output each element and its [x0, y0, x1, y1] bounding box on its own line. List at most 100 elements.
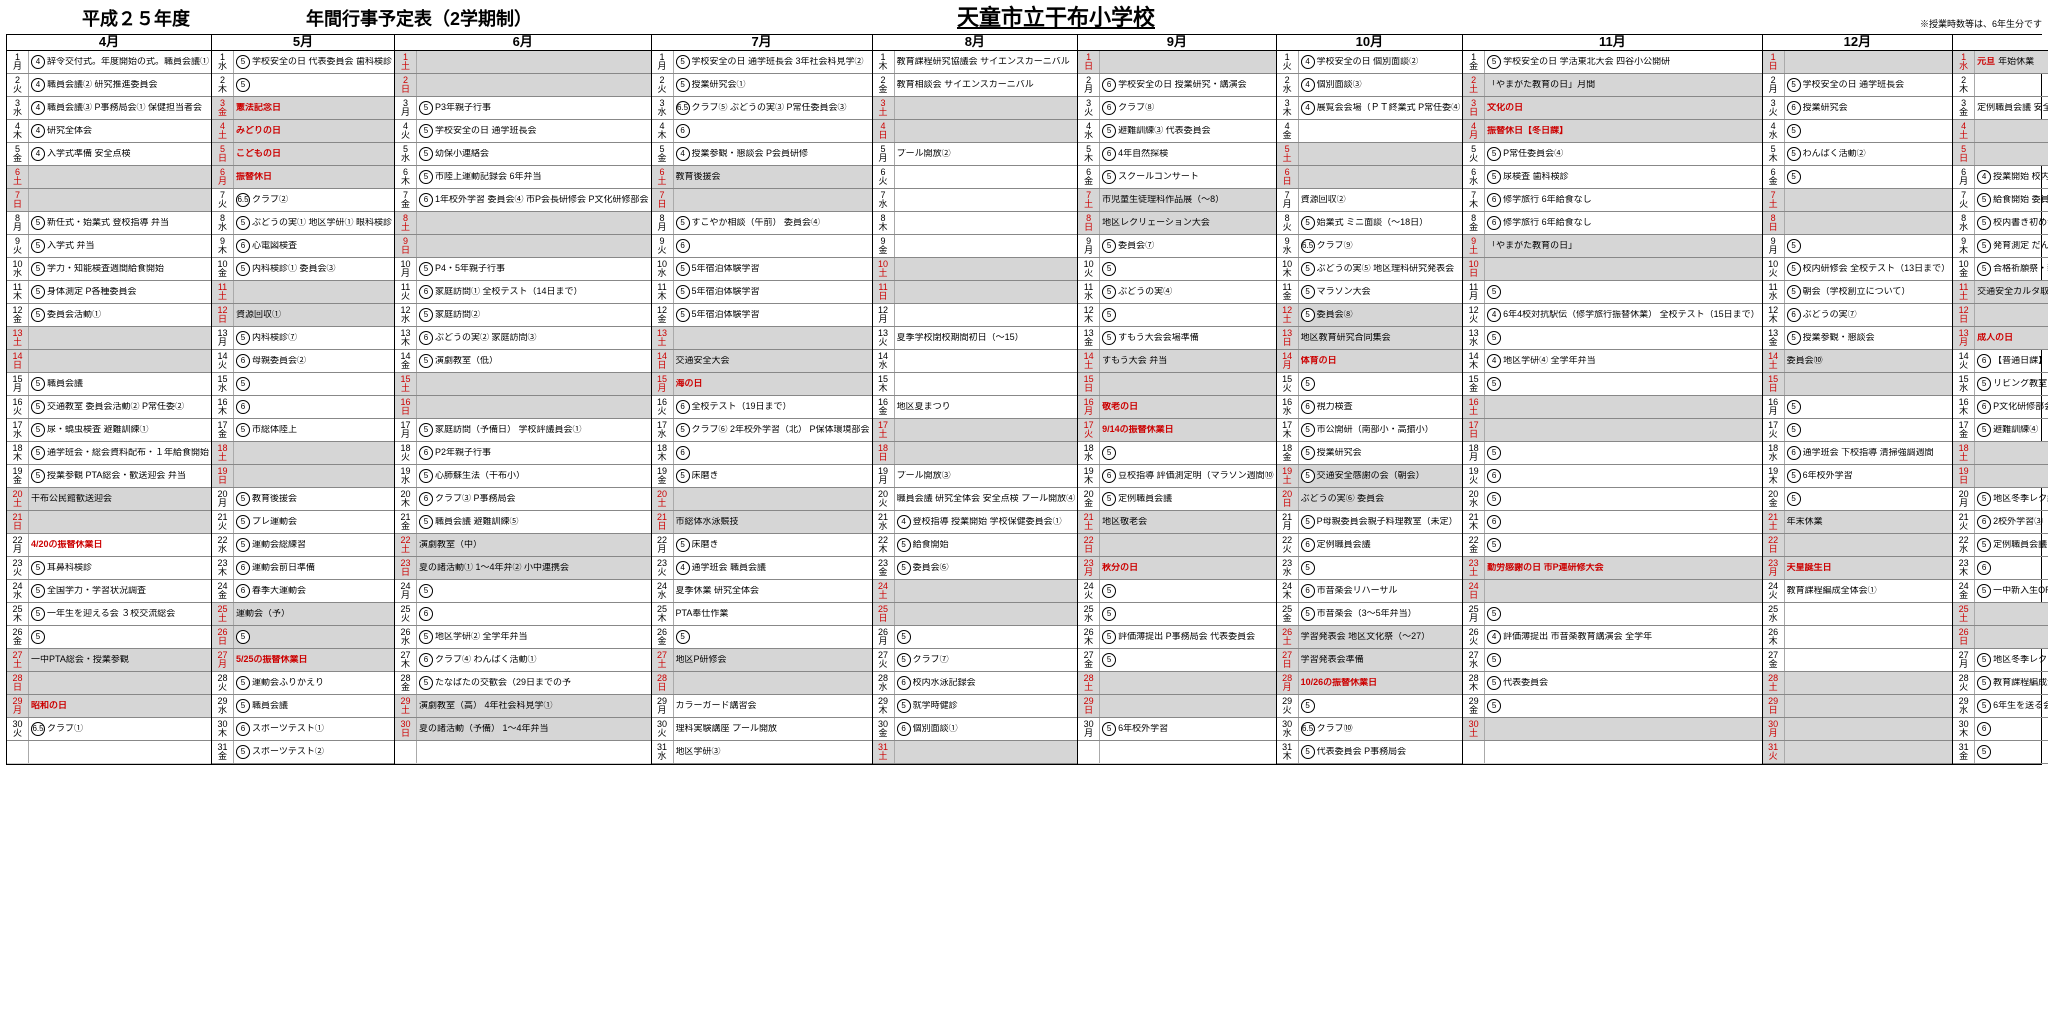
- date-cell: 29日: [1078, 695, 1100, 717]
- event-cell: [1100, 695, 1276, 717]
- event-cell: カラーガード講習会: [674, 695, 872, 717]
- date-cell: 26木: [1763, 626, 1785, 648]
- event-text: マラソン大会: [1317, 287, 1371, 297]
- date-cell: 24月: [395, 580, 417, 602]
- period-circle: 5: [31, 377, 45, 391]
- event-text: 修学旅行 6年給食なし: [1503, 195, 1592, 205]
- event-cell: 定例職員会議 安全点検: [1975, 97, 2048, 119]
- event-text: 始業式 ミニ面談（〜18日）: [1317, 218, 1429, 228]
- holiday-label: 4/20の振替休業日: [31, 540, 103, 550]
- date-cell: 27水: [1463, 649, 1485, 671]
- day-row: 30日夏の諸活動（予備） 1〜4年弁当: [395, 718, 651, 741]
- date-cell: 27木: [395, 649, 417, 671]
- event-text: 交通安全大会: [676, 356, 730, 366]
- event-cell: 6通学班会 下校指導 清掃強調週間: [1785, 442, 1953, 464]
- date-cell: 21土: [1763, 511, 1785, 533]
- day-row: 15火5: [1277, 373, 1463, 396]
- day-row: 15月海の日: [652, 373, 872, 396]
- date-cell: 6日: [1277, 166, 1299, 188]
- month-column: 6月1土2日3月5P3年親子行事4火5学校安全の日 通学班長会5水5幼保小連絡会…: [395, 35, 652, 764]
- day-row: 23木6運動会前日準備: [212, 557, 394, 580]
- event-cell: 6クラブ④ わんぱく活動①: [417, 649, 651, 671]
- event-text: 評価薄提出 P事務局会 代表委員会: [1118, 632, 1255, 642]
- day-row: 24土: [873, 580, 1078, 603]
- event-text: 代表委員会: [1503, 678, 1548, 688]
- holiday-label: みどりの日: [236, 126, 281, 136]
- day-row: 31木5代表委員会 P事務局会: [1277, 741, 1463, 764]
- date-cell: 17水: [7, 419, 29, 441]
- event-text: すこやか相談（午前） 委員会④: [692, 218, 821, 228]
- event-cell: 文化の日: [1485, 97, 1762, 119]
- holiday-label: 文化の日: [1487, 103, 1523, 113]
- event-text: 地区レクリェーション大会: [1102, 218, 1210, 228]
- day-row: 31水地区学研③: [652, 741, 872, 764]
- period-circle: 6: [1102, 469, 1116, 483]
- period-circle: 5: [419, 584, 433, 598]
- event-text: 演劇教室（中）: [419, 540, 482, 550]
- event-cell: 5運動会総練習: [234, 534, 394, 556]
- day-row: 12金55年宿泊体験学習: [652, 304, 872, 327]
- event-cell: [895, 580, 1078, 602]
- event-cell: 5学校安全の日 通学班長会: [1785, 74, 1953, 96]
- date-cell: 27土: [7, 649, 29, 671]
- event-cell: 5プレ運動会: [234, 511, 394, 533]
- event-text: 6年校外学習: [1118, 724, 1168, 734]
- day-row: 27日学習発表会準備: [1277, 649, 1463, 672]
- event-text: 授業研究会: [1317, 448, 1362, 458]
- event-cell: [1785, 626, 1953, 648]
- period-circle: 5: [676, 308, 690, 322]
- event-cell: [29, 672, 211, 694]
- event-cell: 5: [674, 626, 872, 648]
- event-text: P母親委員会親子料理教室（未定）: [1317, 517, 1458, 527]
- event-cell: 5P母親委員会親子料理教室（未定）: [1299, 511, 1463, 533]
- event-cell: 4学校安全の日 個別面談②: [1299, 51, 1463, 73]
- period-circle: 5: [31, 423, 45, 437]
- event-cell: 5: [1100, 603, 1276, 625]
- period-circle: 5: [1301, 607, 1315, 621]
- period-circle: 5: [31, 239, 45, 253]
- event-text: ぶどうの実⑦: [1803, 310, 1857, 320]
- period-circle: 5: [31, 630, 45, 644]
- day-row: 12土5委員会⑧: [1277, 304, 1463, 327]
- period-circle: 6: [676, 400, 690, 414]
- date-cell: 1土: [395, 51, 417, 73]
- period-circle: 6: [676, 124, 690, 138]
- period-circle: 5: [1102, 630, 1116, 644]
- date-cell: 16月: [1078, 396, 1100, 418]
- event-cell: 5市陸上運動記録会 6年弁当: [417, 166, 651, 188]
- event-cell: 5: [1299, 373, 1463, 395]
- event-cell: 6: [1485, 511, 1762, 533]
- day-row: 21日市総体水泳競技: [652, 511, 872, 534]
- period-circle: 5: [1787, 423, 1801, 437]
- event-text: 4年自然探検: [1118, 149, 1168, 159]
- event-cell: 資源回収②: [1299, 189, 1463, 211]
- day-row: 8日地区レクリェーション大会: [1078, 212, 1276, 235]
- period-circle: 5: [1301, 515, 1315, 529]
- event-cell: [1485, 419, 1762, 441]
- date-cell: 20水: [1463, 488, 1485, 510]
- date-cell: 16火: [7, 396, 29, 418]
- date-cell: 4金: [1277, 120, 1299, 142]
- event-text: 地区冬季レク練習（〜26）: [1993, 494, 2048, 504]
- day-row: 29水5職員会議: [212, 695, 394, 718]
- event-cell: 5: [1485, 442, 1762, 464]
- date-cell: 29火: [1277, 695, 1299, 717]
- day-row: 20月5教育後援会: [212, 488, 394, 511]
- event-text: 豆校指導 評価測定明（マラソン週間⑩: [1118, 471, 1274, 481]
- date-cell: 19日: [1953, 465, 1975, 487]
- event-cell: [234, 442, 394, 464]
- day-row: 14木4地区学研④ 全学年弁当: [1463, 350, 1762, 373]
- period-circle: 6: [236, 354, 250, 368]
- period-circle: 5: [1977, 653, 1991, 667]
- period-circle: 5: [1102, 584, 1116, 598]
- event-cell: 4地区学研④ 全学年弁当: [1485, 350, 1762, 372]
- period-circle: 5: [1787, 262, 1801, 276]
- event-cell: 秋分の日: [1100, 557, 1276, 579]
- period-circle: 6.5: [1301, 239, 1315, 253]
- event-cell: 56年生を送る会 教育課程・研究全体会⑨: [1975, 695, 2048, 717]
- event-cell: 6ぶどうの実② 家庭訪問③: [417, 327, 651, 349]
- event-text: カラーガード講習会: [676, 701, 757, 711]
- event-cell: [1299, 166, 1463, 188]
- date-cell: 15月: [7, 373, 29, 395]
- day-row: 10水5学力・知能検査週間給食開始: [7, 258, 211, 281]
